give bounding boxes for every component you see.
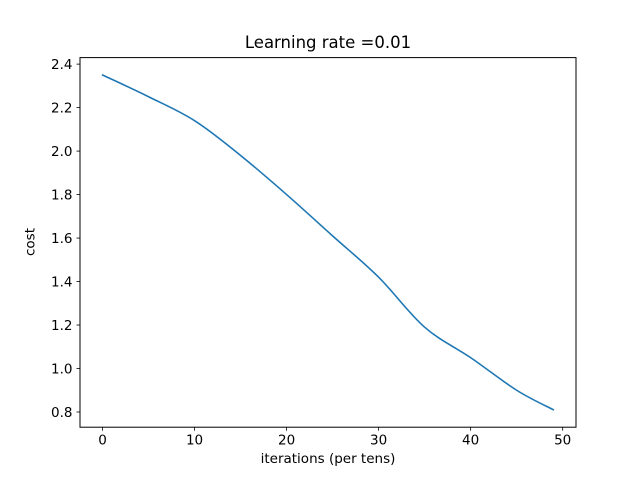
y-tick-label: 1.2	[51, 318, 72, 334]
plot-border	[79, 57, 577, 428]
x-tick-label: 50	[554, 433, 571, 449]
x-tick-label: 10	[186, 433, 203, 449]
y-axis-label: cost	[22, 227, 39, 257]
y-tick-label: 2.4	[51, 57, 72, 73]
y-tick-label: 1.4	[51, 274, 72, 290]
y-tick-label: 2.2	[51, 100, 72, 116]
x-tick-label: 40	[462, 433, 479, 449]
y-tick-label: 1.6	[51, 231, 72, 247]
y-tick-label: 1.8	[51, 187, 72, 203]
x-tick-label: 30	[370, 433, 387, 449]
y-tick-label: 1.0	[51, 361, 72, 377]
x-tick-label: 20	[278, 433, 295, 449]
y-tick-label: 2.0	[51, 144, 72, 160]
x-tick-label: 0	[98, 433, 107, 449]
y-tick-label: 0.8	[51, 405, 72, 421]
cost-curve	[101, 74, 555, 411]
chart-title: Learning rate =0.01	[244, 33, 412, 52]
x-axis-label: iterations (per tens)	[260, 451, 396, 467]
